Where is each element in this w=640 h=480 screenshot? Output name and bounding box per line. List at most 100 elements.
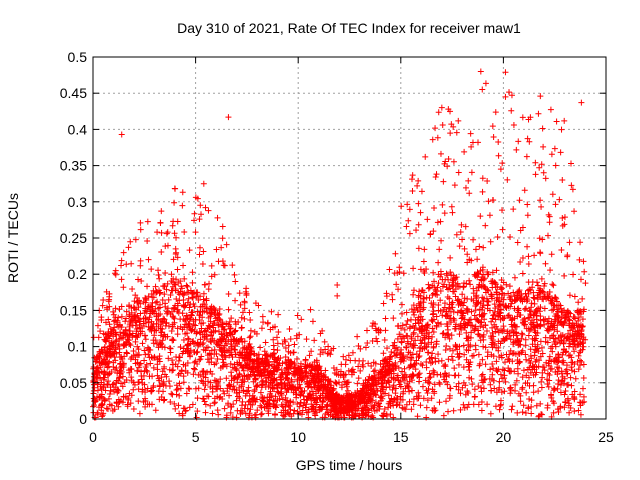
data-point [513,332,520,339]
data-point [429,304,436,311]
y-tick-label: 0.5 [68,49,88,65]
data-point [417,402,424,409]
data-point [511,274,518,281]
data-point [555,408,562,415]
data-point [537,353,544,360]
data-point [103,405,110,412]
data-point [575,299,582,306]
data-point [450,158,457,165]
data-point [409,172,416,179]
data-point [225,306,232,313]
data-point [558,338,565,345]
data-point [542,260,549,267]
data-point [468,169,475,176]
data-point [399,322,406,329]
data-point [580,374,587,381]
data-point [531,300,538,307]
data-point [129,286,136,293]
data-point [341,378,348,385]
data-point [508,406,515,413]
data-point [556,196,563,203]
data-point [191,359,198,366]
data-point [528,397,535,404]
data-point [152,299,159,306]
data-point [524,243,531,250]
data-point [390,414,397,421]
data-point [546,219,553,226]
data-point [561,315,568,322]
data-point [497,166,504,173]
data-point [461,245,468,252]
data-point [561,214,568,221]
data-point [415,200,422,207]
data-point [482,361,489,368]
data-point [472,246,479,253]
data-point [457,228,464,235]
data-point [131,305,138,312]
y-tick-label: 0 [79,411,87,427]
data-point [272,411,279,418]
data-point [155,317,162,324]
data-point [192,385,199,392]
data-point [311,337,318,344]
data-point [471,393,478,400]
data-point [181,275,188,282]
data-point [247,316,254,323]
data-point [390,315,397,322]
data-point [417,337,424,344]
data-point [398,301,405,308]
data-point [112,305,119,312]
data-point [449,209,456,216]
data-point [522,305,529,312]
data-point [264,319,271,326]
data-point [417,304,424,311]
data-point [357,345,364,352]
data-point [168,328,175,335]
data-point [180,336,187,343]
data-point [189,401,196,408]
data-point [296,331,303,338]
data-point [558,126,565,133]
data-point [238,325,245,332]
data-point [410,287,417,294]
data-point [196,329,203,336]
data-point [405,217,412,224]
data-point [184,283,191,290]
data-point [559,215,566,222]
data-point [429,359,436,366]
data-point [198,211,205,218]
data-point [209,410,216,417]
data-point [438,357,445,364]
data-point [179,189,186,196]
data-point [144,283,151,290]
data-point [459,236,466,243]
data-point [505,312,512,319]
data-point [118,276,125,283]
data-point [460,364,467,371]
data-point [481,275,488,282]
data-point [239,309,246,316]
data-point [354,380,361,387]
data-point [485,198,492,205]
data-point [225,291,232,298]
data-point [236,370,243,377]
data-point [127,355,134,362]
data-point [214,355,221,362]
data-point [441,210,448,217]
data-point [170,367,177,374]
data-point [493,358,500,365]
data-point [451,365,458,372]
data-point [96,354,103,361]
data-point [287,336,294,343]
data-point [538,384,545,391]
data-point [262,339,269,346]
data-point [274,347,281,354]
data-point [142,363,149,370]
data-point [561,117,568,124]
data-point [231,346,238,353]
data-point [484,178,491,185]
data-point [527,311,534,318]
data-point [414,182,421,189]
data-point [448,353,455,360]
data-point [561,221,568,228]
